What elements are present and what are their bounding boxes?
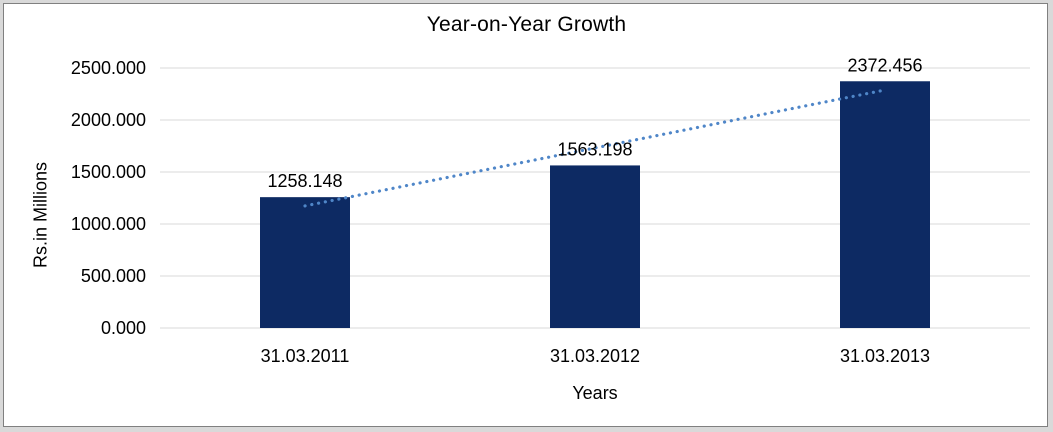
y-axis-title: Rs.in Millions bbox=[30, 161, 51, 269]
chart-frame bbox=[3, 3, 1048, 427]
x-axis-title: Years bbox=[572, 383, 618, 403]
chart-title: Year-on-Year Growth bbox=[426, 13, 627, 36]
